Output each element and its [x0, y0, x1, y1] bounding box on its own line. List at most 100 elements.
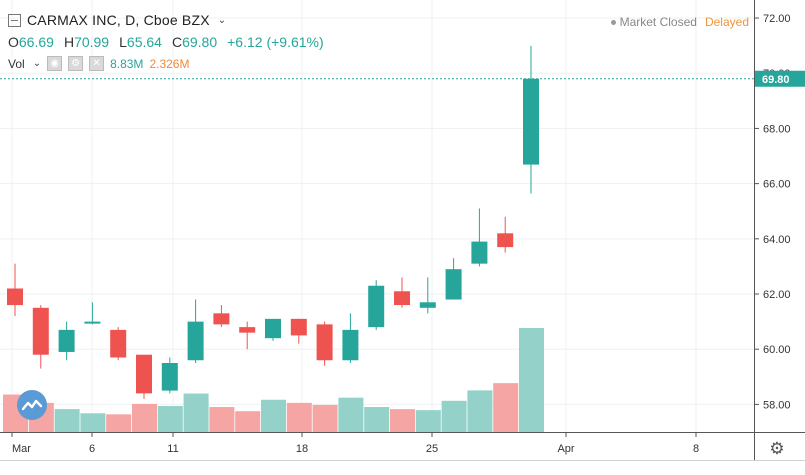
candle-body [239, 327, 256, 333]
candles [7, 45, 539, 399]
close-value: 69.80 [182, 34, 218, 50]
candle [161, 357, 178, 394]
candle [471, 208, 488, 267]
candle-body [471, 241, 488, 264]
symbol-title[interactable]: CARMAX INC, D, Cboe BZX [27, 12, 210, 28]
candle [445, 258, 462, 300]
y-tick-label: 66.00 [763, 179, 791, 191]
candle [342, 313, 359, 364]
candle-body [445, 269, 462, 300]
tradingview-logo-icon[interactable] [17, 390, 47, 420]
close-icon[interactable]: ✕ [89, 56, 105, 71]
volume-bar [209, 407, 235, 432]
y-tick-label: 58.00 [763, 399, 791, 411]
candle-body [394, 291, 410, 306]
candle [265, 318, 281, 341]
x-tick-label: 8 [693, 443, 699, 455]
candle [84, 302, 101, 325]
collapse-icon[interactable] [8, 13, 21, 27]
volume-bar [157, 406, 183, 432]
y-tick-label: 72.00 [763, 13, 791, 25]
chevron-down-icon[interactable]: ⌄ [217, 14, 227, 26]
axes: 58.0060.0062.0064.0066.0068.0070.0072.00… [0, 0, 805, 461]
candle [523, 45, 539, 194]
candle-body [265, 318, 281, 339]
candle [419, 277, 436, 314]
volume-chevron-icon[interactable]: ⌄ [32, 58, 42, 69]
candle-body [161, 363, 178, 391]
x-tick-label: 6 [89, 443, 95, 455]
candle-body [32, 307, 49, 355]
market-closed-text: Market Closed [619, 15, 697, 29]
candle-body [316, 324, 333, 361]
change-value: +6.12 (+9.61%) [227, 34, 324, 50]
candle-body [290, 318, 307, 336]
x-tick-label: 18 [296, 443, 308, 455]
candle [497, 216, 514, 253]
y-tick-label: 64.00 [763, 234, 791, 246]
volume-bars [3, 328, 544, 432]
candle [187, 299, 204, 364]
y-tick-label: 62.00 [763, 289, 791, 301]
candle [368, 280, 385, 330]
volume-bar [364, 407, 390, 432]
candle-body [342, 329, 359, 361]
x-tick-label: 25 [426, 443, 438, 455]
candle [316, 321, 333, 366]
candle-body [368, 285, 385, 328]
x-tick-label: 11 [167, 443, 178, 455]
volume-bar [390, 409, 415, 432]
delayed-badge: Delayed [704, 15, 749, 29]
volume-bar [235, 411, 261, 432]
candle-body [84, 321, 101, 324]
last-price-label: 69.80 [762, 74, 790, 86]
y-tick-label: 68.00 [763, 123, 791, 135]
market-status: Market Closed Delayed [610, 15, 749, 29]
legend: CARMAX INC, D, Cboe BZX ⌄ O66.69 H70.99 L6… [8, 10, 324, 71]
low-label: L [119, 34, 127, 50]
high-value: 70.99 [74, 34, 110, 50]
volume-bar [441, 400, 467, 432]
candle-body [7, 288, 23, 306]
x-tick-label: Apr [557, 443, 574, 455]
candle-body [58, 329, 75, 352]
candle [58, 321, 75, 361]
candle-body [110, 329, 127, 358]
volume-bar [519, 328, 544, 432]
y-tick-label: 60.00 [763, 344, 791, 356]
candle [32, 305, 49, 369]
logo-wave-icon [21, 399, 43, 411]
volume-bar [183, 393, 209, 432]
volume-bar [493, 383, 519, 432]
volume-bar [106, 414, 132, 432]
volume-bar [312, 404, 338, 432]
settings-icon[interactable]: ⚙ [769, 439, 785, 458]
last-price-tag [755, 70, 805, 87]
volume-bar [132, 403, 157, 432]
gear-icon[interactable]: ⚙ [68, 56, 84, 71]
volume-bar [338, 397, 364, 432]
grid-lines [0, 0, 754, 432]
volume-bar [467, 390, 493, 432]
high-label: H [63, 34, 75, 50]
volume-bar [261, 399, 286, 432]
volume-bar [54, 409, 80, 432]
volume-label[interactable]: Vol [8, 56, 25, 71]
volume-bar [80, 413, 106, 432]
candle-body [419, 302, 436, 308]
eye-icon[interactable]: ◉ [47, 56, 63, 71]
candle [239, 321, 256, 350]
candle-body [213, 313, 230, 325]
candle [7, 263, 23, 317]
candle [290, 318, 307, 344]
close-label: C [171, 34, 183, 50]
candle-body [523, 78, 539, 165]
low-value: 65.64 [126, 34, 162, 50]
candle [136, 354, 152, 399]
legend-title-row[interactable]: CARMAX INC, D, Cboe BZX ⌄ [8, 10, 324, 30]
open-value: 66.69 [18, 34, 54, 50]
ohlc-row: O66.69 H70.99 L65.64 C69.80 +6.12 (+9.61%) [8, 34, 324, 50]
volume-value: 8.83M [110, 56, 144, 71]
